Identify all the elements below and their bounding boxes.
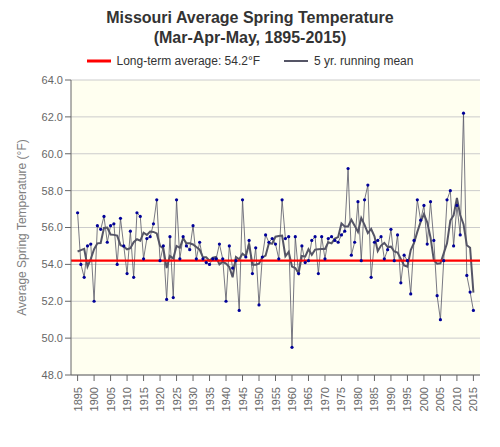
svg-text:48.0: 48.0 [42,369,63,381]
svg-text:1985: 1985 [368,387,380,411]
svg-text:1990: 1990 [385,387,397,411]
svg-text:52.0: 52.0 [42,295,63,307]
svg-text:62.0: 62.0 [42,111,63,123]
html-text:5 yr. running mean: 5 yr. running mean [314,54,414,68]
svg-text:1925: 1925 [171,387,183,411]
svg-text:2000: 2000 [418,387,430,411]
svg-text:54.0: 54.0 [42,258,63,270]
html-text:Missouri Average Spring Temper: Missouri Average Spring Temperature [106,9,394,26]
svg-text:1935: 1935 [204,387,216,411]
svg-text:1980: 1980 [352,387,364,411]
svg-text:1905: 1905 [105,387,117,411]
svg-text:56.0: 56.0 [42,221,63,233]
svg-text:1960: 1960 [286,387,298,411]
html-text:Long-term average: 54.2°F: Long-term average: 54.2°F [116,54,261,68]
svg-text:2010: 2010 [451,387,463,411]
svg-text:50.0: 50.0 [42,332,63,344]
svg-text:58.0: 58.0 [42,185,63,197]
svg-text:2015: 2015 [467,387,479,411]
svg-text:1950: 1950 [253,387,265,411]
svg-text:1940: 1940 [220,387,232,411]
svg-text:1910: 1910 [121,387,133,411]
svg-text:60.0: 60.0 [42,148,63,160]
svg-text:1995: 1995 [401,387,413,411]
svg-text:1895: 1895 [72,387,84,411]
svg-text:1955: 1955 [270,387,282,411]
svg-text:64.0: 64.0 [42,74,63,86]
svg-text:1900: 1900 [88,387,100,411]
svg-text:1930: 1930 [187,387,199,411]
svg-text:2005: 2005 [434,387,446,411]
svg-text:Average Spring Temperature (°F: Average Spring Temperature (°F) [15,139,29,315]
svg-text:1970: 1970 [319,387,331,411]
svg-text:1975: 1975 [335,387,347,411]
svg-text:1945: 1945 [237,387,249,411]
svg-text:1915: 1915 [138,387,150,411]
svg-text:1920: 1920 [154,387,166,411]
svg-text:1965: 1965 [302,387,314,411]
html-text:(Mar-Apr-May, 1895-2015): (Mar-Apr-May, 1895-2015) [153,29,347,46]
